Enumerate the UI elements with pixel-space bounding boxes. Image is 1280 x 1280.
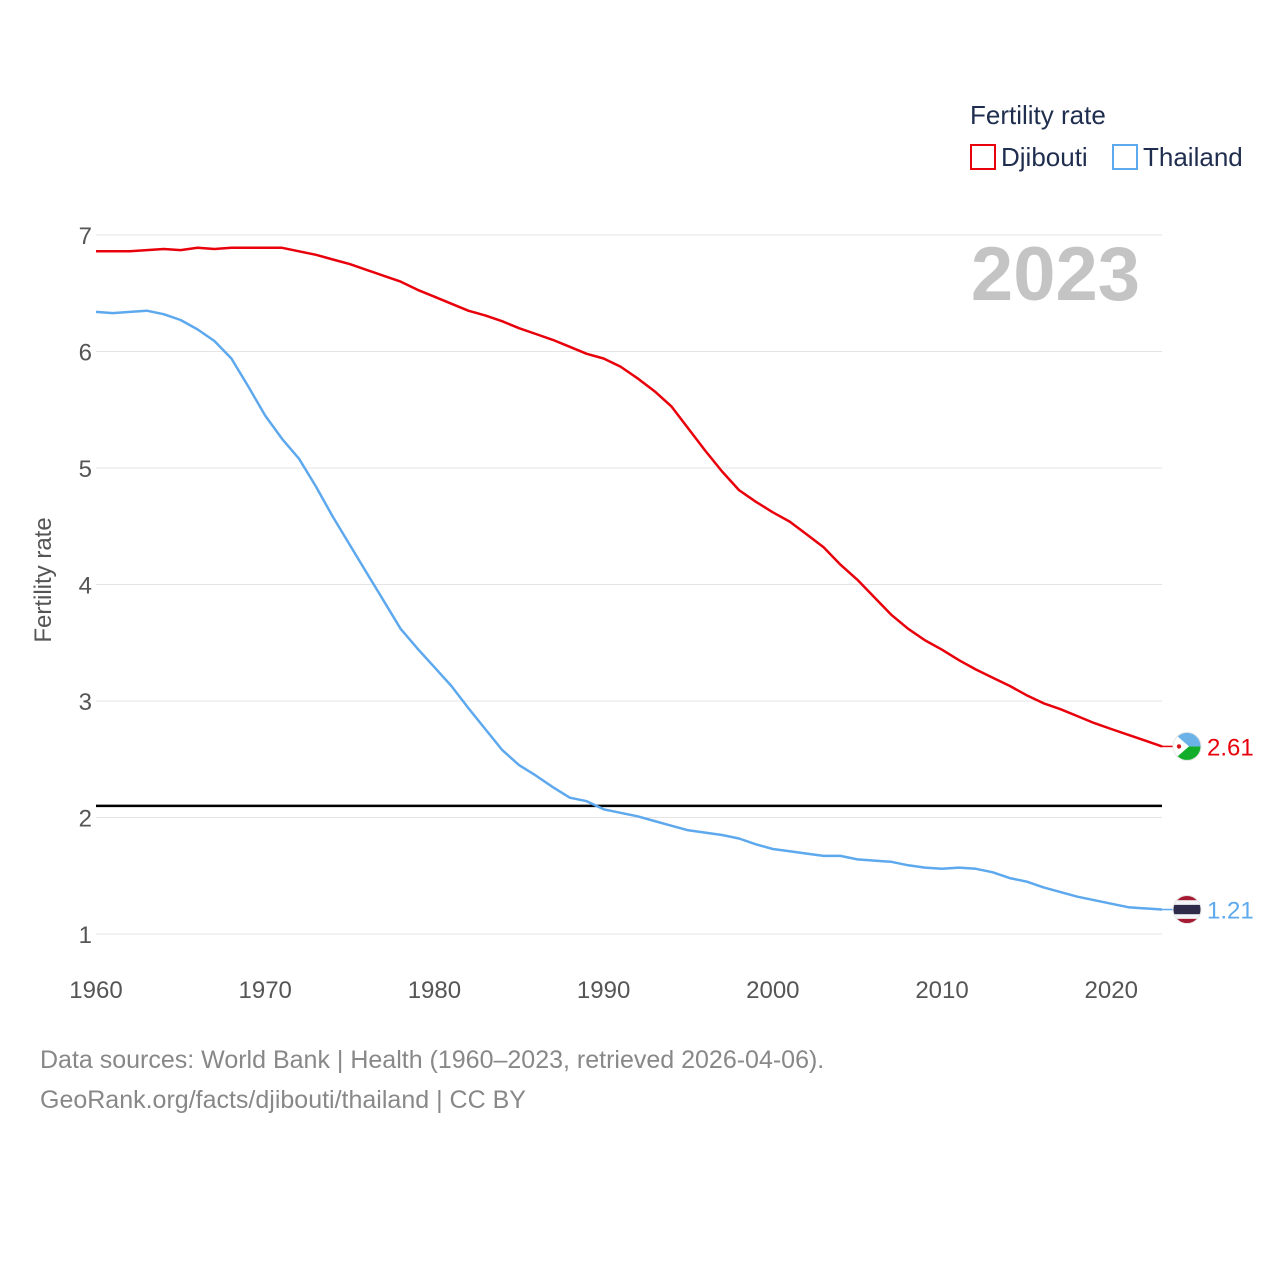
legend-item-thailand[interactable]: Thailand [1112,142,1243,172]
current-year-label: 2023 [971,232,1140,317]
y-tick-label: 7 [79,223,92,250]
x-axis-ticks: 1960 1970 1980 1990 2000 2010 2020 [69,977,1138,1004]
x-tick-label: 1980 [408,977,461,1004]
gridlines [96,234,1162,935]
end-value-thailand: 1.21 [1207,898,1254,925]
y-axis-label: Fertility rate [30,517,57,642]
source-line-2[interactable]: GeoRank.org/facts/djibouti/thailand | CC… [40,1086,526,1114]
x-tick-label: 2020 [1085,977,1138,1004]
series-line-djibouti [96,246,1163,748]
y-tick-label: 1 [79,922,92,949]
legend-label-djibouti: Djibouti [1001,142,1088,172]
thailand-flag-icon [1172,895,1202,925]
y-tick-label: 3 [79,689,92,716]
x-tick-label: 1970 [239,977,292,1004]
legend-label-thailand: Thailand [1143,142,1243,172]
y-axis-ticks: 1 2 3 4 5 6 7 [79,223,92,949]
source-note: Data sources: World Bank | Health (1960–… [40,1040,824,1120]
source-line-1: Data sources: World Bank | Health (1960–… [40,1046,825,1074]
series-line-thailand [95,309,1163,911]
djibouti-flag-icon [1172,731,1202,761]
legend-swatch-thailand [1112,144,1138,170]
y-tick-label: 5 [79,456,92,483]
y-tick-label: 6 [79,340,92,367]
series-end-markers: 2.61 1.21 [1162,731,1254,925]
x-tick-label: 2010 [915,977,968,1004]
x-tick-label: 2000 [746,977,799,1004]
legend: Fertility rate Djibouti Thailand [970,100,1243,172]
x-tick-label: 1990 [577,977,630,1004]
end-value-djibouti: 2.61 [1207,734,1254,761]
series-lines [95,246,1163,911]
legend-title: Fertility rate [970,100,1106,130]
y-tick-label: 2 [79,806,92,833]
legend-item-djibouti[interactable]: Djibouti [970,142,1088,172]
y-tick-label: 4 [79,573,92,600]
legend-swatch-djibouti [970,144,996,170]
x-tick-label: 1960 [69,977,122,1004]
